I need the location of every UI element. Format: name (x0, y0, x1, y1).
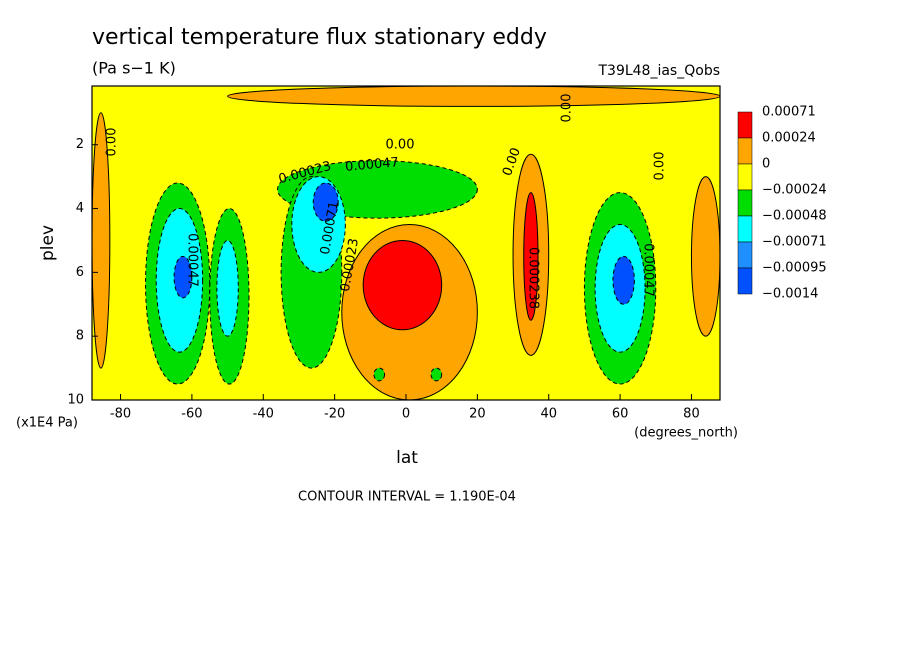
chart-title: vertical temperature flux stationary edd… (92, 25, 547, 50)
colorbar-label: −0.00048 (762, 209, 827, 224)
colorbar-swatch (737, 189, 753, 217)
plot-area: 0.00 0.000.000.000.000.00023 0.000470.0007… (92, 86, 720, 400)
colorbar-label: −0.0014 (762, 287, 818, 302)
x-axis-label: lat (396, 448, 418, 468)
x-tick-label: -20 (324, 407, 345, 422)
colorbar-label: −0.00071 (762, 235, 827, 250)
contour-region (690, 176, 720, 337)
contour-label: 0.00047 (641, 243, 656, 297)
y-tick-label: 8 (76, 329, 84, 344)
contour-label: 0.00 (386, 138, 415, 153)
colorbar-swatch (737, 111, 753, 139)
y-tick-label: 10 (67, 393, 84, 408)
x-unit: (degrees_north) (634, 426, 738, 441)
y-unit: (x1E4 Pa) (16, 416, 78, 431)
x-tick-label: 80 (683, 407, 700, 422)
x-tick-label: -60 (181, 407, 202, 422)
x-tick-label: 60 (612, 407, 629, 422)
colorbar-swatch (737, 215, 753, 243)
contour-label: 0.00 (105, 128, 120, 157)
contour-label: 0.000238 (526, 247, 541, 309)
contour-label: 0.00 (653, 152, 668, 181)
colorbar-swatch (737, 137, 753, 165)
contour-region (362, 239, 443, 331)
colorbar-label: 0.00071 (762, 105, 816, 120)
colorbar-label: −0.00024 (762, 183, 827, 198)
contour-region (373, 367, 386, 382)
contour-region (523, 192, 539, 321)
contour-region (227, 86, 720, 107)
colorbar-swatch (737, 267, 753, 295)
contour-region (92, 112, 111, 369)
contour-region (216, 239, 239, 337)
x-tick-label: 0 (402, 407, 410, 422)
y-tick-label: 6 (76, 265, 84, 280)
colorbar-swatch (737, 163, 753, 191)
y-axis-label: plev (38, 225, 58, 261)
x-tick-label: -80 (110, 407, 131, 422)
contour-region (173, 255, 193, 299)
contour-label: 0.00047 (185, 233, 200, 287)
contour-region (430, 367, 443, 382)
run-label: T39L48_ias_Qobs (597, 63, 720, 79)
contour-label: 0.00047 (345, 155, 400, 175)
colorbar-swatch (737, 241, 753, 269)
y-tick-label: 2 (76, 137, 84, 152)
contour-region (312, 182, 339, 222)
contour-interval: CONTOUR INTERVAL = 1.190E-04 (298, 490, 516, 505)
colorbar-label: 0.00024 (762, 131, 816, 146)
contour-region (612, 255, 635, 305)
x-tick-label: 40 (540, 407, 557, 422)
colorbar-label: 0 (762, 157, 770, 172)
y-tick-label: 4 (76, 201, 84, 216)
x-tick-label: 20 (469, 407, 486, 422)
contour-label: 0.00 (560, 94, 575, 123)
x-tick-label: -40 (253, 407, 274, 422)
chart-subtitle: (Pa s−1 K) (92, 59, 176, 78)
colorbar-label: −0.00095 (762, 261, 827, 276)
